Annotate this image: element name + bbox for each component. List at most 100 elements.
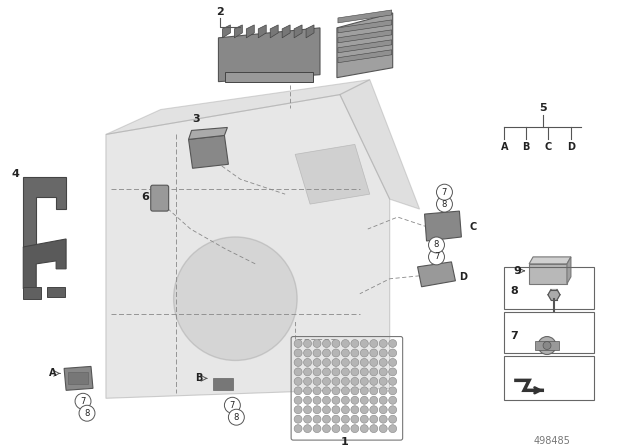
Text: 7: 7 bbox=[434, 252, 439, 261]
Circle shape bbox=[351, 349, 359, 357]
Polygon shape bbox=[234, 25, 243, 38]
Circle shape bbox=[429, 237, 444, 253]
Polygon shape bbox=[246, 25, 254, 38]
Text: 2: 2 bbox=[216, 7, 224, 17]
Circle shape bbox=[341, 349, 349, 357]
Circle shape bbox=[303, 377, 312, 385]
Circle shape bbox=[380, 368, 387, 376]
Text: 7: 7 bbox=[81, 397, 86, 406]
Polygon shape bbox=[338, 40, 392, 53]
Text: D: D bbox=[460, 272, 467, 282]
Bar bbox=[504, 357, 594, 400]
Circle shape bbox=[313, 387, 321, 395]
Circle shape bbox=[332, 340, 340, 348]
Polygon shape bbox=[294, 25, 302, 38]
Text: 6: 6 bbox=[141, 192, 148, 202]
Circle shape bbox=[370, 377, 378, 385]
Polygon shape bbox=[417, 262, 456, 287]
Bar bbox=[504, 267, 594, 309]
Circle shape bbox=[79, 405, 95, 421]
Circle shape bbox=[436, 184, 452, 200]
Circle shape bbox=[370, 358, 378, 366]
Circle shape bbox=[360, 415, 368, 423]
Polygon shape bbox=[295, 144, 370, 204]
Polygon shape bbox=[23, 239, 66, 289]
Circle shape bbox=[380, 415, 387, 423]
Circle shape bbox=[303, 406, 312, 414]
Text: 8: 8 bbox=[434, 241, 439, 250]
Circle shape bbox=[360, 425, 368, 433]
Text: 4: 4 bbox=[12, 169, 19, 179]
Polygon shape bbox=[529, 264, 567, 284]
Text: B: B bbox=[522, 142, 530, 152]
Circle shape bbox=[332, 415, 340, 423]
Circle shape bbox=[294, 349, 302, 357]
Circle shape bbox=[341, 387, 349, 395]
Circle shape bbox=[313, 415, 321, 423]
Circle shape bbox=[313, 396, 321, 404]
Circle shape bbox=[294, 358, 302, 366]
Circle shape bbox=[351, 387, 359, 395]
Circle shape bbox=[294, 425, 302, 433]
Circle shape bbox=[388, 425, 397, 433]
Circle shape bbox=[75, 393, 91, 409]
Bar bbox=[47, 287, 65, 297]
Circle shape bbox=[388, 358, 397, 366]
Circle shape bbox=[351, 406, 359, 414]
Circle shape bbox=[380, 387, 387, 395]
Circle shape bbox=[303, 396, 312, 404]
Circle shape bbox=[351, 358, 359, 366]
Circle shape bbox=[294, 340, 302, 348]
Text: 8: 8 bbox=[234, 413, 239, 422]
Text: A: A bbox=[49, 368, 56, 379]
Polygon shape bbox=[548, 289, 560, 300]
Polygon shape bbox=[282, 25, 290, 38]
Circle shape bbox=[294, 377, 302, 385]
Circle shape bbox=[313, 368, 321, 376]
Circle shape bbox=[380, 377, 387, 385]
Text: D: D bbox=[567, 142, 575, 152]
Text: A: A bbox=[500, 142, 508, 152]
Circle shape bbox=[303, 387, 312, 395]
Circle shape bbox=[303, 425, 312, 433]
Circle shape bbox=[332, 425, 340, 433]
Polygon shape bbox=[189, 127, 227, 139]
Circle shape bbox=[323, 340, 330, 348]
Circle shape bbox=[323, 387, 330, 395]
Circle shape bbox=[323, 415, 330, 423]
Circle shape bbox=[370, 415, 378, 423]
Circle shape bbox=[225, 397, 241, 413]
Circle shape bbox=[538, 336, 556, 354]
Circle shape bbox=[294, 396, 302, 404]
Circle shape bbox=[323, 368, 330, 376]
Circle shape bbox=[332, 406, 340, 414]
Circle shape bbox=[332, 358, 340, 366]
Polygon shape bbox=[189, 135, 228, 168]
Circle shape bbox=[543, 341, 551, 349]
Circle shape bbox=[360, 358, 368, 366]
Circle shape bbox=[303, 349, 312, 357]
Circle shape bbox=[360, 396, 368, 404]
Bar bbox=[23, 287, 41, 299]
Circle shape bbox=[173, 237, 297, 361]
Circle shape bbox=[360, 368, 368, 376]
Circle shape bbox=[388, 349, 397, 357]
Circle shape bbox=[313, 358, 321, 366]
Circle shape bbox=[370, 396, 378, 404]
Circle shape bbox=[303, 358, 312, 366]
Text: 9: 9 bbox=[513, 266, 521, 276]
Circle shape bbox=[341, 358, 349, 366]
Circle shape bbox=[341, 368, 349, 376]
Polygon shape bbox=[270, 25, 278, 38]
Polygon shape bbox=[259, 25, 266, 38]
Circle shape bbox=[388, 340, 397, 348]
Polygon shape bbox=[424, 211, 461, 241]
Circle shape bbox=[351, 368, 359, 376]
Bar bbox=[535, 340, 559, 350]
Circle shape bbox=[313, 377, 321, 385]
Text: 7: 7 bbox=[442, 188, 447, 197]
Circle shape bbox=[351, 377, 359, 385]
Circle shape bbox=[323, 358, 330, 366]
Polygon shape bbox=[106, 80, 370, 134]
Circle shape bbox=[388, 415, 397, 423]
